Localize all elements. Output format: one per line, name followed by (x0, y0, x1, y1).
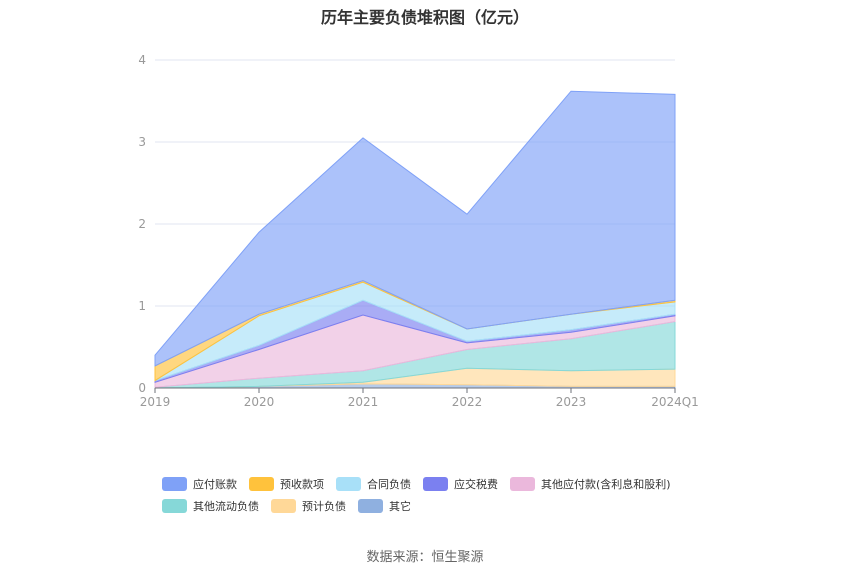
area-应付账款 (154, 90, 676, 367)
legend-item[interactable]: 应付账款 (162, 473, 237, 495)
x-tick-label: 2023 (556, 395, 587, 409)
x-tick-label: 2021 (348, 395, 379, 409)
legend-swatch (358, 499, 383, 513)
legend-label: 应交税费 (454, 478, 498, 491)
chart-title: 历年主要负债堆积图（亿元） (320, 8, 529, 27)
legend-label: 合同负债 (367, 478, 411, 491)
y-tick-label: 3 (138, 135, 146, 149)
legend-item[interactable]: 应交税费 (423, 473, 498, 495)
legend-item[interactable]: 合同负债 (336, 473, 411, 495)
legend-swatch (510, 477, 535, 491)
legend-row: 应付账款 预收款项 合同负债 应交税费 其他应付款(含利息和股利) (162, 473, 722, 495)
x-tick-label: 2020 (244, 395, 275, 409)
legend-label: 预收款项 (280, 478, 324, 491)
y-tick-label: 0 (138, 381, 146, 395)
legend-swatch (249, 477, 274, 491)
legend-item[interactable]: 预收款项 (249, 473, 324, 495)
x-tick-label: 2024Q1 (651, 395, 699, 409)
legend-item[interactable]: 预计负债 (271, 495, 346, 517)
x-tick-label: 2022 (452, 395, 483, 409)
axes: 0 1 2 3 4 2019 2020 2021 2022 2023 2024Q1 (138, 53, 698, 409)
legend-swatch (423, 477, 448, 491)
chart-legend: 应付账款 预收款项 合同负债 应交税费 其他应付款(含利息和股利) 其他流动负债 预计负债其… (162, 473, 722, 517)
legend-item[interactable]: 其他应付款(含利息和股利) (510, 473, 671, 495)
legend-swatch (162, 499, 187, 513)
y-tick-label: 1 (138, 299, 146, 313)
legend-label: 预计负债 (302, 500, 346, 513)
y-tick-label: 4 (138, 53, 146, 67)
x-tick-label: 2019 (140, 395, 171, 409)
legend-label: 其他流动负债 (193, 500, 259, 513)
data-source-note: 数据来源：恒生聚源 (366, 550, 484, 565)
stacked-area-chart: 0 1 2 3 4 2019 2020 2021 2022 2023 2024Q1 (138, 53, 698, 409)
legend-item[interactable]: 其它 (358, 495, 411, 517)
legend-swatch (336, 477, 361, 491)
legend-swatch (271, 499, 296, 513)
legend-label: 其它 (389, 500, 411, 513)
legend-item[interactable]: 其他流动负债 (162, 495, 259, 517)
legend-swatch (162, 477, 187, 491)
legend-row: 其他流动负债 预计负债 其它 (162, 495, 722, 517)
legend-label: 应付账款 (193, 478, 237, 491)
legend-label: 其他应付款(含利息和股利) (541, 478, 671, 491)
area-series (154, 90, 676, 389)
y-tick-label: 2 (138, 217, 146, 231)
